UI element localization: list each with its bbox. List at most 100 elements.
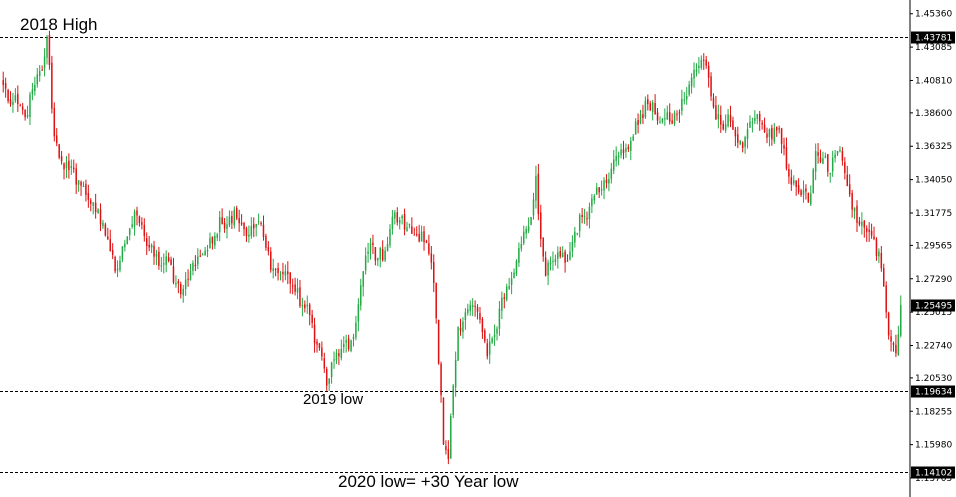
candle-body: [817, 152, 819, 156]
candle-body: [513, 272, 515, 279]
candle-body: [124, 243, 126, 248]
candle-body: [284, 271, 287, 276]
candle-body: [554, 259, 557, 262]
candle-body: [279, 274, 282, 276]
y-tick-label: 1.31775: [915, 209, 952, 219]
candle-body: [379, 247, 381, 260]
y-tick-label: 1.18255: [915, 407, 952, 417]
candle-body: [822, 158, 824, 164]
candle-body: [717, 114, 720, 120]
candle-body: [454, 359, 457, 388]
candle-body: [211, 236, 214, 244]
candle-body: [576, 233, 579, 235]
candle-body: [255, 224, 257, 228]
y-tick-label: 1.36325: [915, 142, 952, 152]
candle-body: [571, 241, 574, 252]
current-price-box: [911, 299, 955, 312]
candle-body: [785, 147, 788, 169]
candle-body: [46, 36, 48, 58]
candle-body: [758, 113, 761, 122]
candle-body: [505, 286, 508, 300]
candle-body: [737, 134, 739, 143]
candle-body: [24, 109, 26, 118]
candle-body: [841, 150, 844, 161]
candle-body: [338, 353, 340, 357]
candle-body: [673, 112, 676, 124]
candle-body: [158, 251, 160, 266]
candle-body: [880, 253, 883, 269]
candle-body: [150, 244, 153, 248]
candle-body: [790, 177, 793, 185]
candle-body: [853, 207, 856, 212]
candle-body: [260, 222, 262, 225]
candle-body: [581, 214, 583, 218]
candle-body: [48, 35, 51, 65]
candle-body: [265, 236, 267, 248]
candle-body: [318, 343, 321, 349]
candle-body: [831, 157, 834, 172]
candle-body: [316, 341, 318, 345]
candle-body: [795, 180, 797, 187]
candle-body: [542, 237, 544, 257]
candle-body: [471, 305, 474, 307]
candle-body: [75, 168, 77, 185]
candle-body: [413, 234, 416, 236]
candle-body: [771, 127, 773, 140]
candle-body: [671, 120, 673, 124]
candle-body: [544, 257, 547, 276]
candle-body: [557, 252, 559, 259]
candle-body: [700, 59, 703, 68]
candle-body: [228, 216, 231, 226]
candle-body: [330, 362, 333, 378]
candle-body: [734, 129, 737, 137]
candle-body: [274, 269, 277, 271]
candle-body: [839, 149, 841, 152]
candle-body: [352, 336, 355, 340]
candle-body: [525, 228, 527, 234]
candle-body: [766, 133, 768, 138]
candle-body: [515, 261, 518, 275]
candle-body: [128, 228, 131, 236]
candle-body: [530, 217, 532, 225]
candle-body: [360, 285, 362, 306]
candle-body: [834, 154, 836, 159]
candle-body: [810, 193, 812, 205]
candle-body: [474, 306, 476, 308]
candle-body: [447, 449, 450, 460]
candle-body: [126, 236, 129, 245]
candle-body: [440, 363, 442, 396]
candle-body: [177, 281, 180, 284]
candle-body: [299, 287, 301, 306]
y-tick-label: 1.13705: [915, 474, 952, 484]
candle-body: [238, 218, 240, 224]
annotation-2020-low: 2020 low= +30 Year low: [338, 472, 519, 491]
level-label-box: [911, 385, 955, 398]
candle-body: [583, 216, 586, 218]
candle-body: [732, 120, 734, 130]
candle-body: [14, 95, 17, 101]
candle-body: [863, 220, 866, 228]
annotation-2019-low: 2019 low: [303, 391, 363, 408]
candle-body: [634, 121, 637, 135]
candle-body: [21, 106, 24, 110]
candle-body: [282, 272, 284, 275]
candle-body: [481, 318, 484, 333]
candle-body: [175, 283, 177, 285]
candle-body: [549, 262, 552, 265]
candle-body: [218, 217, 221, 233]
candle-body: [739, 140, 741, 145]
candle-body: [99, 209, 102, 225]
candle-body: [647, 99, 649, 105]
candle-body: [323, 358, 326, 369]
candle-body: [201, 254, 204, 256]
candle-body: [683, 99, 686, 101]
candle-body: [170, 259, 172, 265]
candle-body: [233, 209, 236, 226]
candle-body: [26, 114, 29, 117]
y-tick-label: 1.40810: [915, 76, 952, 86]
y-tick-label: 1.22740: [915, 341, 952, 351]
candle-body: [70, 166, 73, 168]
candle-body: [301, 305, 304, 307]
candle-body: [36, 74, 39, 85]
